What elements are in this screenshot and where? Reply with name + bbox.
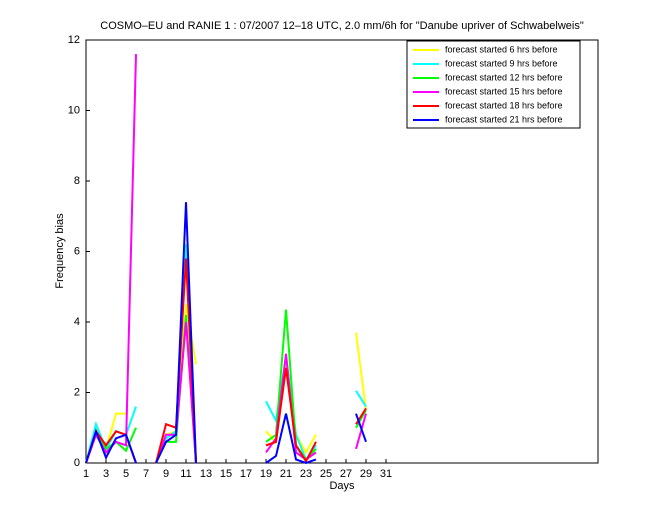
legend-label: forecast started 18 hrs before [445, 100, 563, 110]
x-tick-label: 5 [123, 468, 129, 480]
y-tick-label: 10 [68, 104, 80, 116]
y-tick-label: 12 [68, 34, 80, 46]
y-tick-label: 0 [74, 457, 80, 469]
y-tick-label: 6 [74, 245, 80, 257]
legend-label: forecast started 9 hrs before [445, 58, 558, 68]
x-axis-label: Days [329, 480, 355, 492]
x-tick-label: 17 [240, 468, 252, 480]
x-tick-label: 29 [360, 468, 372, 480]
data-line [85, 54, 367, 464]
y-axis-label: Frequency bias [54, 213, 66, 289]
x-tick-label: 21 [280, 468, 292, 480]
legend-label: forecast started 12 hrs before [445, 72, 563, 82]
x-tick-label: 27 [340, 468, 352, 480]
x-tick-label: 23 [300, 468, 312, 480]
x-tick-label: 3 [103, 468, 109, 480]
x-tick-label: 1 [83, 468, 89, 480]
data-line [85, 202, 367, 465]
legend-label: forecast started 6 hrs before [445, 44, 558, 54]
y-tick-label: 8 [74, 175, 80, 187]
y-tick-label: 2 [74, 386, 80, 398]
x-tick-label: 31 [380, 468, 392, 480]
x-tick-label: 13 [200, 468, 212, 480]
x-tick-label: 19 [260, 468, 272, 480]
x-tick-label: 7 [143, 468, 149, 480]
x-tick-label: 9 [163, 468, 169, 480]
legend-label: forecast started 15 hrs before [445, 86, 563, 96]
legend-label: forecast started 21 hrs before [445, 114, 563, 124]
data-line [85, 309, 367, 464]
x-tick-label: 11 [180, 468, 191, 480]
legend-box [406, 40, 581, 129]
chart-title: COSMO–EU and RANIE 1 : 07/2007 12–18 UTC… [100, 20, 584, 32]
x-tick-label: 25 [320, 468, 332, 480]
y-tick-label: 4 [74, 316, 80, 328]
x-tick-label: 15 [220, 468, 232, 480]
